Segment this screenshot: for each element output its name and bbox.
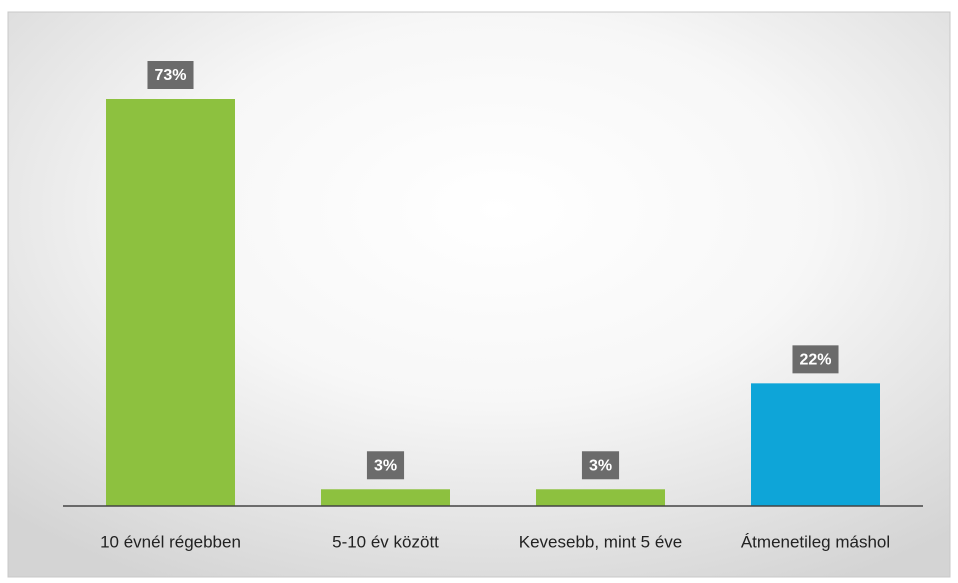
bar <box>321 489 450 506</box>
value-label-box <box>581 451 620 480</box>
bar <box>751 383 880 506</box>
x-tick-label: Kevesebb, mint 5 éve <box>519 532 682 551</box>
x-tick-label: 5-10 év között <box>332 532 439 551</box>
x-tick-label: Átmenetileg máshol <box>741 532 890 551</box>
value-label: 73% <box>154 67 186 84</box>
x-tick-label: 10 évnél régebben <box>100 532 241 551</box>
value-label-box <box>366 451 405 480</box>
value-label-box <box>792 345 839 374</box>
bar <box>106 99 235 506</box>
value-label: 3% <box>374 457 397 474</box>
value-label-box <box>147 61 194 89</box>
bar <box>536 489 665 506</box>
value-label: 3% <box>589 457 612 474</box>
value-label: 22% <box>799 352 831 369</box>
